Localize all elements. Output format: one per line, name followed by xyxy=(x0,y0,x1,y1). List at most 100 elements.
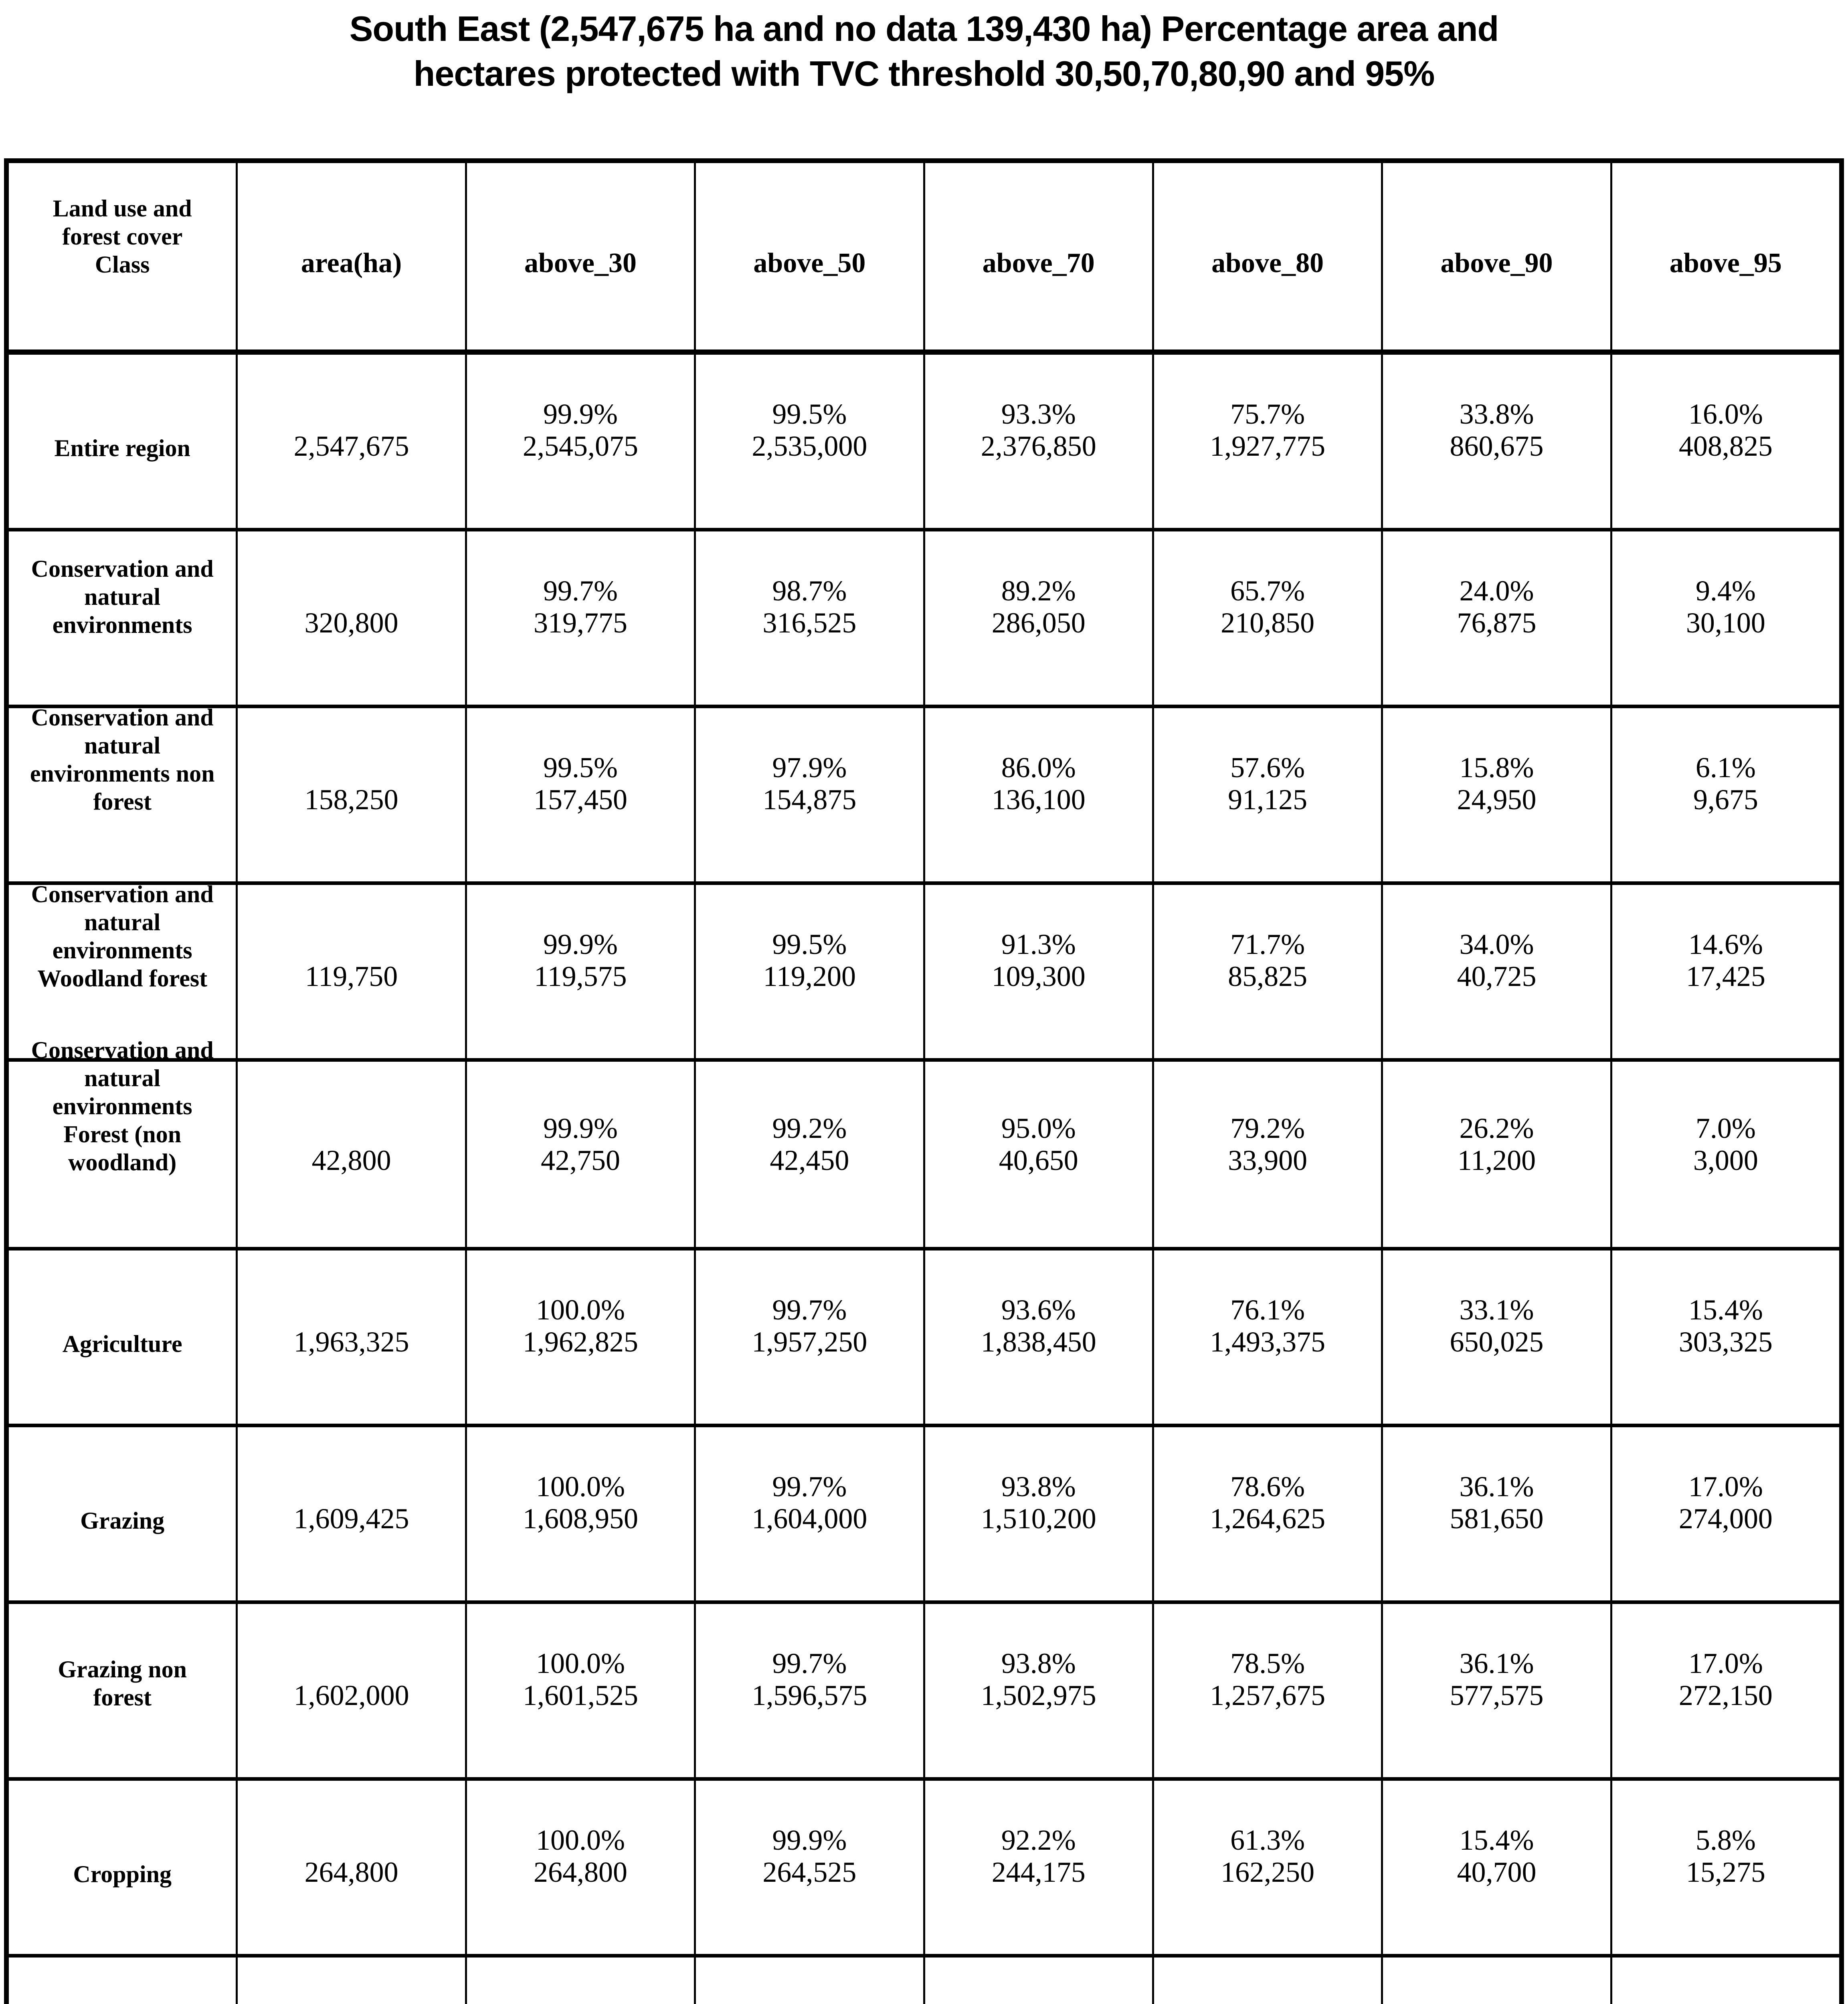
threshold-cell: 14.6% 17,425 xyxy=(1610,885,1839,1058)
threshold-cell: 99.9%87,475 xyxy=(694,1958,923,2004)
hectares-value: 264,525 xyxy=(762,1856,857,1888)
threshold-cell: 34.0% 40,725 xyxy=(1381,885,1610,1058)
percent-value: 26.2% xyxy=(1459,1112,1534,1145)
area-cell: 119,750 xyxy=(236,885,465,1058)
percent-value: 33.1% xyxy=(1459,1293,1534,1326)
header-stack: Land use and forest cover Class xyxy=(11,194,233,279)
threshold-cell: 17.0% 272,150 xyxy=(1610,1604,1839,1777)
hectares-value: 1,957,250 xyxy=(752,1325,867,1358)
percent-value: 100.0% xyxy=(536,1293,625,1326)
threshold-cell: 5.8% 15,275 xyxy=(1610,1781,1839,1954)
threshold-stack: 99.9% 2,545,075 xyxy=(469,398,691,462)
row-label-stack: Conservation and natural environments xyxy=(11,555,233,639)
threshold-cell: 16.0% 408,825 xyxy=(1610,355,1839,528)
threshold-stack: 100.0% 1,601,525 xyxy=(469,1647,691,1711)
row-label-cell: Conservation and natural environments no… xyxy=(9,704,236,881)
column-header: area(ha) xyxy=(236,163,465,349)
threshold-cell: 65.7% 210,850 xyxy=(1152,531,1381,705)
hectares-value: 264,800 xyxy=(533,1856,627,1888)
row-label-cell: Grazing xyxy=(9,1427,236,1600)
threshold-stack: 15.8% 24,950 xyxy=(1385,752,1607,816)
row-label: Conservation and natural environments Fo… xyxy=(31,1037,214,1176)
row-label-cell: Conservation and natural environments Wo… xyxy=(9,881,236,1058)
header-stack: above_90 xyxy=(1385,248,1607,279)
area-value: 1,602,000 xyxy=(293,1679,409,1711)
report-table: Land use and forest cover Class area(ha) a… xyxy=(4,158,1844,2004)
percent-value: 93.6% xyxy=(1001,1293,1076,1326)
table-row: Conservation and natural environments 320… xyxy=(9,528,1839,705)
row-label-stack: Conservation and natural environments Fo… xyxy=(11,1036,233,1176)
hectares-value: 1,927,775 xyxy=(1210,430,1326,462)
threshold-stack: 75.7% 1,927,775 xyxy=(1157,398,1379,462)
threshold-stack: 17.0% 272,150 xyxy=(1615,1647,1837,1711)
row-label-cell: Cropping xyxy=(9,1781,236,1954)
row-label-stack: Grazing non forest xyxy=(11,1655,233,1711)
percent-value: 36.1% xyxy=(1459,1647,1534,1679)
area-cell: 158,250 xyxy=(236,708,465,881)
threshold-stack: 93.8% 1,510,200 xyxy=(928,1471,1150,1535)
column-header: above_95 xyxy=(1610,163,1839,349)
threshold-cell: 6.1% 9,675 xyxy=(1610,708,1839,881)
threshold-cell: 31.5%27,575 xyxy=(1381,1958,1610,2004)
area-cell: 1,963,325 xyxy=(236,1250,465,1424)
hectares-value: 408,825 xyxy=(1678,430,1773,462)
column-header-label: above_80 xyxy=(1211,248,1324,279)
percent-value: 99.5% xyxy=(772,928,847,960)
threshold-stack: 100.0%87,575 xyxy=(469,2001,691,2004)
hectares-value: 1,596,575 xyxy=(752,1679,867,1711)
row-label-cell: Agriculture xyxy=(9,1250,236,1424)
threshold-stack: 6.1% 9,675 xyxy=(1615,752,1837,816)
threshold-cell: 100.0%87,575 xyxy=(465,1958,694,2004)
area-value: 119,750 xyxy=(305,960,398,992)
hectares-value: 40,725 xyxy=(1457,960,1537,992)
percent-value: 93.8% xyxy=(1001,1470,1076,1503)
hectares-value: 1,510,200 xyxy=(981,1502,1096,1535)
row-label-cell: Entire region xyxy=(9,355,236,528)
hectares-value: 1,257,675 xyxy=(1210,1679,1326,1711)
percent-value: 15.8% xyxy=(1459,751,1534,784)
hectares-value: 860,675 xyxy=(1450,430,1544,462)
percent-value: 6.1% xyxy=(1695,751,1756,784)
threshold-cell: 95.2%83,400 xyxy=(923,1958,1152,2004)
percent-value: 15.4% xyxy=(1459,1824,1534,1856)
threshold-cell: 99.5% 2,535,000 xyxy=(694,355,923,528)
column-header-label: above_50 xyxy=(753,248,866,279)
threshold-cell: 93.6% 1,838,450 xyxy=(923,1250,1152,1424)
area-stack: 320,800 xyxy=(240,607,462,639)
threshold-stack: 36.1% 577,575 xyxy=(1385,1647,1607,1711)
threshold-stack: 95.0% 40,650 xyxy=(928,1112,1150,1176)
percent-value: 76.1% xyxy=(1230,1293,1305,1326)
percent-value: 89.2% xyxy=(1001,574,1076,607)
percent-value: 100.0% xyxy=(536,1470,625,1503)
hectares-value: 109,300 xyxy=(991,960,1086,992)
row-label: Grazing non forest xyxy=(58,1656,187,1711)
threshold-cell: 75.7% 1,927,775 xyxy=(1152,355,1381,528)
column-header-label: above_70 xyxy=(982,248,1095,279)
threshold-cell: 17.0% 274,000 xyxy=(1610,1427,1839,1600)
column-header-label: area(ha) xyxy=(301,248,402,279)
row-label: Conservation and natural environments xyxy=(31,555,214,638)
percent-value: 9.4% xyxy=(1695,574,1756,607)
area-value: 320,800 xyxy=(304,606,398,639)
percent-value: 78.6% xyxy=(1230,1470,1305,1503)
threshold-cell: 26.2% 11,200 xyxy=(1381,1062,1610,1247)
threshold-stack: 99.7% 319,775 xyxy=(469,575,691,639)
hectares-value: 272,150 xyxy=(1678,1679,1773,1711)
hectares-value: 1,493,375 xyxy=(1210,1325,1326,1358)
threshold-cell: 89.2% 286,050 xyxy=(923,531,1152,705)
area-value: 1,963,325 xyxy=(293,1325,409,1358)
threshold-stack: 98.7% 316,525 xyxy=(698,575,920,639)
threshold-stack: 99.7% 1,596,575 xyxy=(698,1647,920,1711)
threshold-cell: 78.6% 1,264,625 xyxy=(1152,1427,1381,1600)
percent-value: 31.5% xyxy=(1385,2001,1607,2004)
percent-value: 75.6% xyxy=(1157,2001,1379,2004)
header-stack: above_95 xyxy=(1615,248,1837,279)
percent-value: 99.5% xyxy=(772,398,847,430)
area-cell: 1,602,000 xyxy=(236,1604,465,1777)
column-header-class: Land use and forest cover Class xyxy=(9,163,236,349)
threshold-cell: 36.1% 577,575 xyxy=(1381,1604,1610,1777)
row-label: Conservation and natural environments Wo… xyxy=(31,881,214,992)
threshold-cell: 57.6% 91,125 xyxy=(1152,708,1381,881)
threshold-cell: 92.2% 244,175 xyxy=(923,1781,1152,1954)
area-stack: 1,609,425 xyxy=(240,1503,462,1535)
